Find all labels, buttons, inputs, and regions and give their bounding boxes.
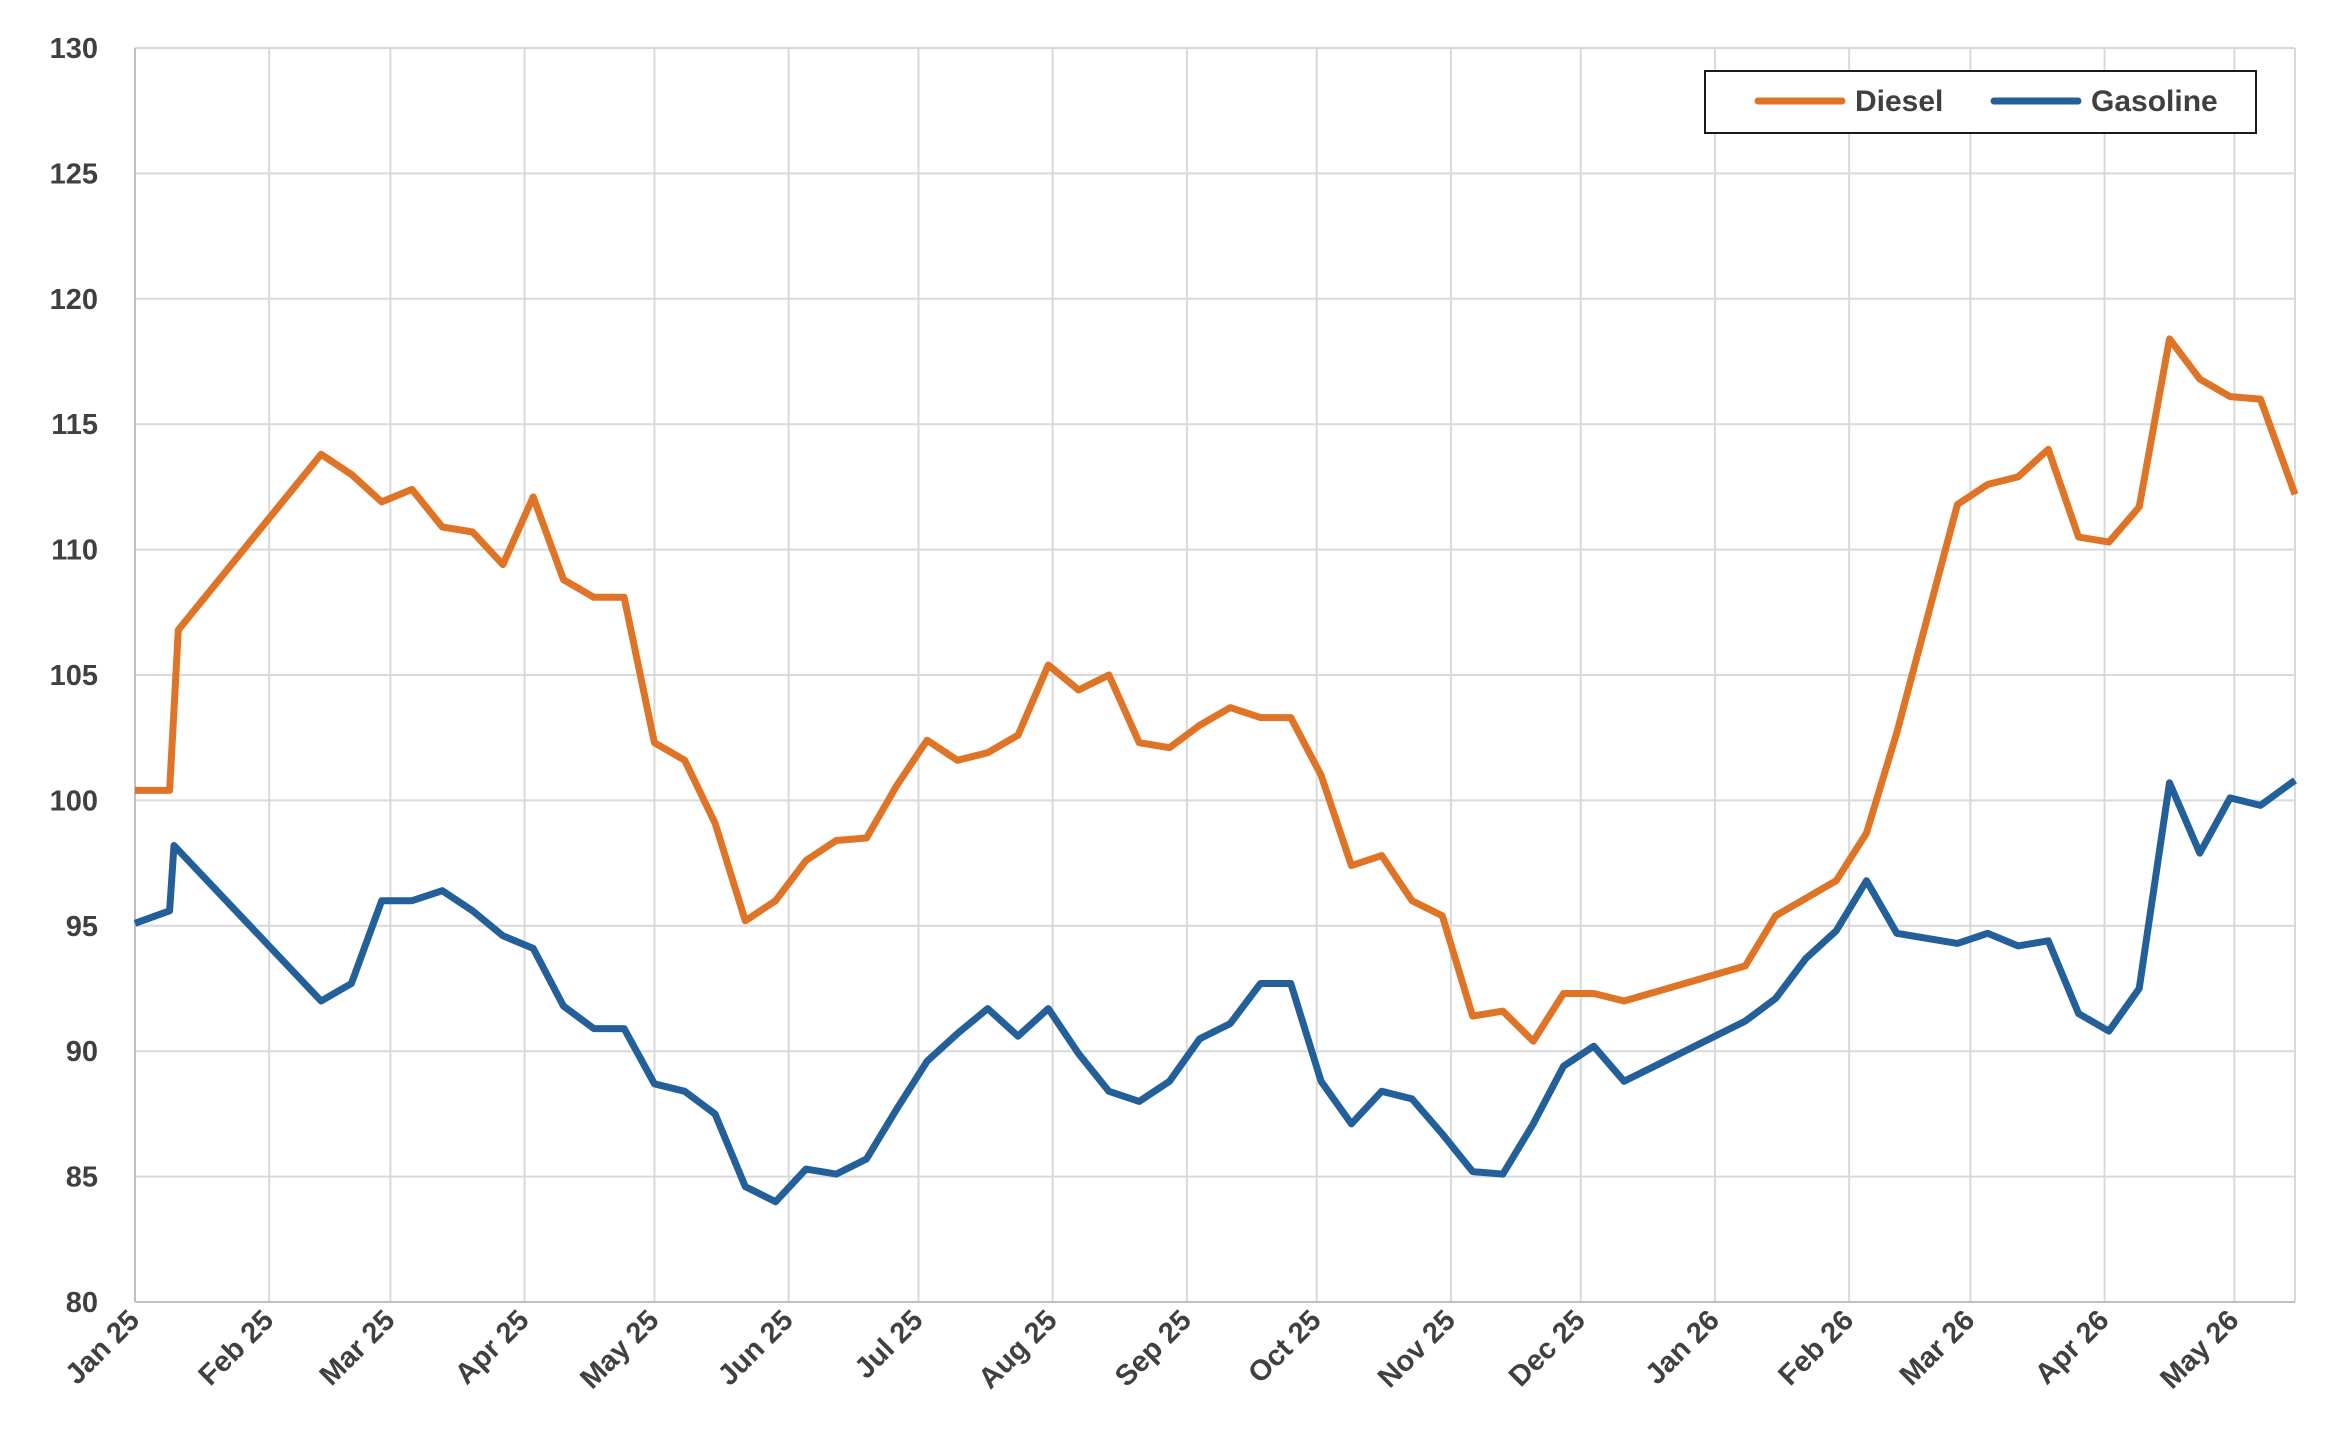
axes [134,48,2295,1303]
legend: Diesel Gasoline [1704,70,2257,134]
y-tick-label: 95 [66,911,98,943]
y-tick-label: 80 [66,1287,98,1319]
legend-label-diesel: Diesel [1855,85,1943,118]
series-lines [133,335,2299,1206]
y-tick-label: 90 [66,1036,98,1068]
y-tick-label: 130 [50,33,98,65]
y-tick-label: 100 [50,785,98,817]
y-tick-label: 85 [66,1162,98,1194]
y-tick-label: 110 [51,535,98,567]
y-tick-label: 120 [50,284,98,316]
y-tick-label: 115 [51,409,98,441]
y-tick-label: 125 [50,158,98,190]
y-tick-labels: 80 85 90 95 100 105 110 115 120 125 130 [50,33,98,1319]
y-tick-label: 105 [50,660,98,692]
legend-label-gasoline: Gasoline [2091,85,2218,118]
series-line-gasoline [133,777,2298,1206]
series-line-diesel [135,335,2299,1045]
